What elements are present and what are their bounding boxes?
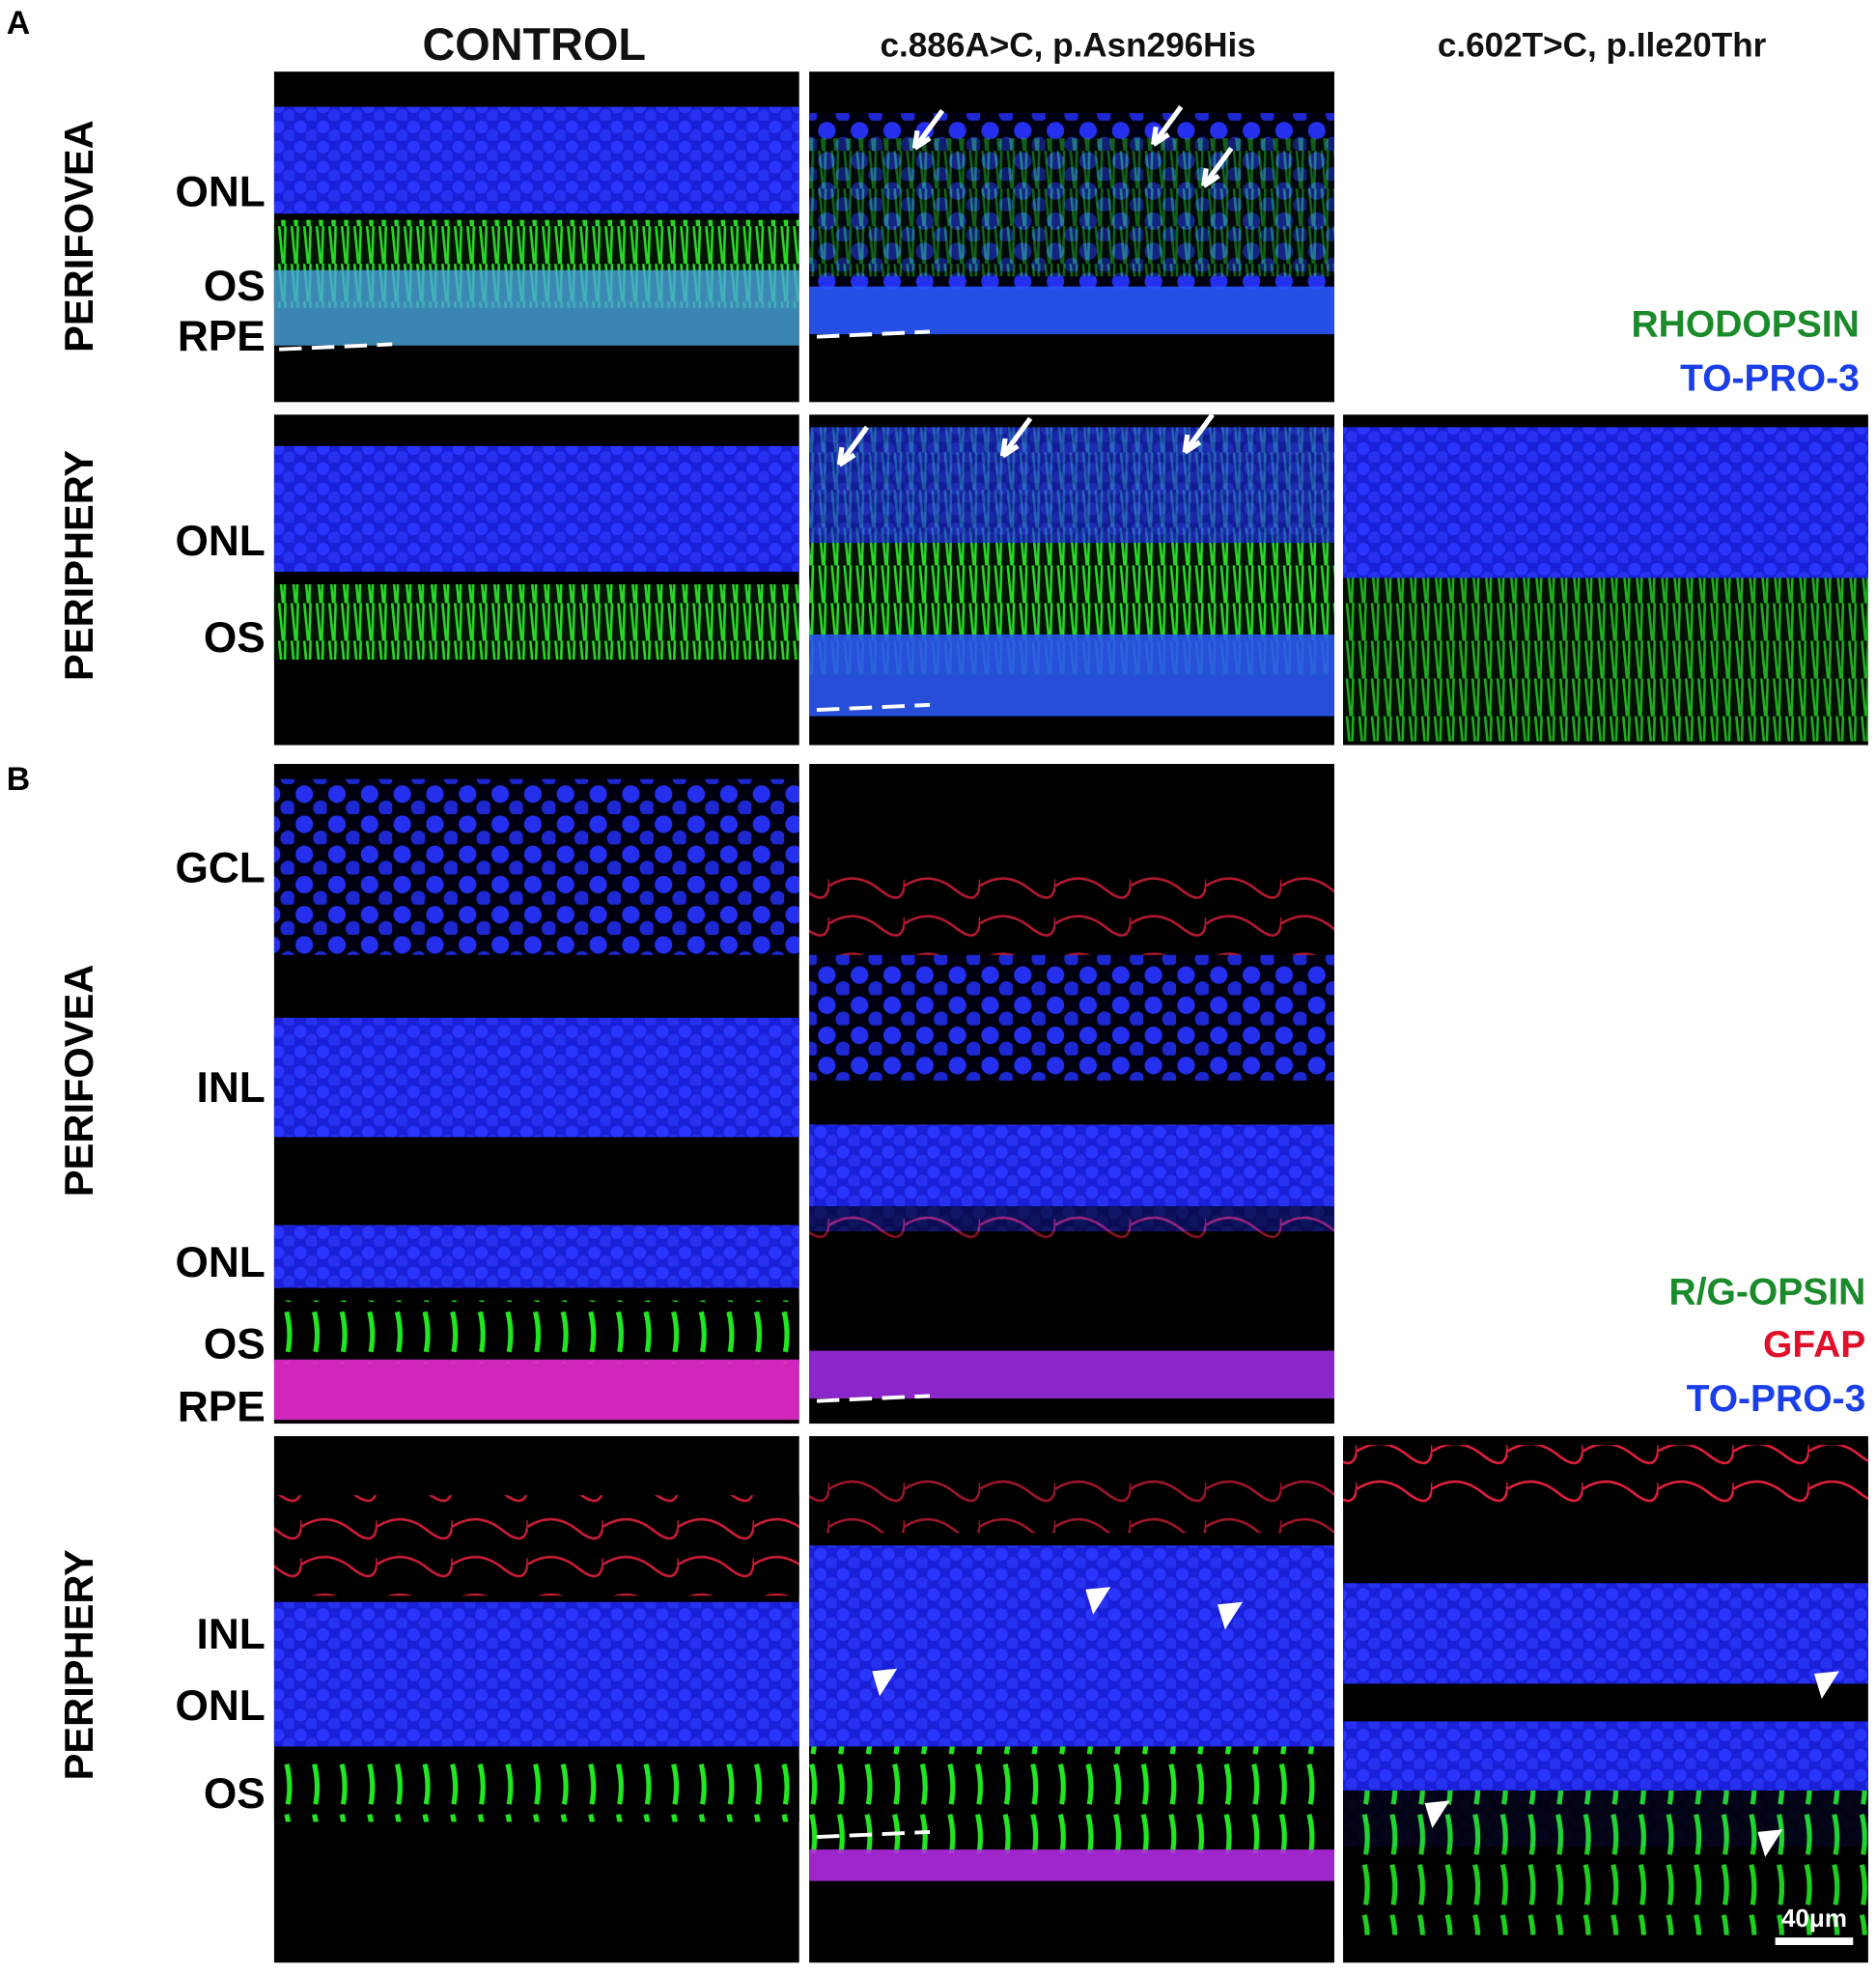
stain-band <box>809 286 1334 335</box>
stain-band <box>273 1225 799 1288</box>
dashed-line <box>279 342 393 352</box>
stain-band <box>273 1759 799 1822</box>
layer-label: OS <box>204 263 266 310</box>
arrowhead <box>1217 1601 1243 1630</box>
panel-letter: A <box>7 5 30 42</box>
stain-band <box>273 445 799 572</box>
dashed-line <box>816 329 931 339</box>
row-label: PERIPHERY <box>56 450 101 681</box>
layer-label: GCL <box>175 844 265 891</box>
arrow <box>836 425 870 467</box>
stain-band <box>1343 1445 1868 1509</box>
arrowhead <box>1424 1800 1450 1828</box>
stain-band <box>809 1470 1334 1534</box>
stain-band <box>809 138 1334 277</box>
legend-entry: GFAP <box>1763 1324 1865 1366</box>
micrograph-background <box>809 764 1334 1425</box>
stain-band <box>273 1017 799 1138</box>
stain-band <box>273 1495 799 1596</box>
stain-band <box>273 778 799 955</box>
micrograph <box>809 1436 1334 1963</box>
dashed-line <box>816 702 931 713</box>
stain-band <box>273 1601 799 1747</box>
arrow <box>1151 105 1184 147</box>
layer-label: OS <box>204 1770 266 1818</box>
row-label: PERIPHERY <box>56 1549 101 1780</box>
micrograph <box>809 414 1334 746</box>
layer-label: RPE <box>178 313 266 360</box>
stain-band <box>809 954 1334 1081</box>
stain-band <box>809 1746 1334 1854</box>
legend-entry: R/G-OPSIN <box>1669 1271 1866 1312</box>
dashed-line <box>816 1829 931 1840</box>
micrograph <box>273 414 799 746</box>
stain-band <box>273 1300 799 1364</box>
layer-label: OS <box>204 614 266 662</box>
stain-band <box>809 635 1334 717</box>
stain-band <box>809 427 1334 547</box>
stain-band <box>809 1205 1334 1245</box>
legend-entry: RHODOPSIN <box>1632 304 1860 346</box>
stain-band <box>273 583 799 661</box>
layer-label: OS <box>204 1320 266 1368</box>
legend-entry: TO-PRO-3 <box>1687 1378 1866 1420</box>
legend-entry: TO-PRO-3 <box>1680 358 1860 400</box>
micrograph <box>809 764 1334 1425</box>
micrograph <box>1343 414 1868 746</box>
stain-band <box>1343 427 1868 578</box>
arrow <box>1201 146 1234 188</box>
arrowhead <box>1085 1587 1111 1615</box>
stain-band <box>1343 1583 1868 1684</box>
panel-letter: B <box>7 761 30 798</box>
scale-bar <box>1775 1937 1854 1945</box>
layer-label: RPE <box>178 1383 266 1430</box>
layer-label: INL <box>197 1064 266 1112</box>
row-label: PERIFOVEA <box>56 965 101 1198</box>
micrograph <box>809 71 1334 403</box>
stain-band <box>809 1350 1334 1399</box>
column-header: CONTROL <box>422 19 646 70</box>
stain-band <box>809 1545 1334 1747</box>
arrow <box>999 416 1033 459</box>
arrowhead <box>1813 1671 1839 1699</box>
dashed-line <box>816 1394 931 1403</box>
arrow <box>911 108 945 151</box>
micrograph <box>273 71 799 403</box>
layer-label: ONL <box>175 1239 265 1286</box>
micrograph <box>273 764 799 1425</box>
arrowhead <box>1757 1829 1783 1857</box>
micrograph <box>1343 1436 1868 1963</box>
scale-bar-label: 40μm <box>1781 1904 1847 1933</box>
layer-label: ONL <box>175 168 265 215</box>
stain-band <box>273 269 799 346</box>
column-header: c.886A>C, p.Asn296His <box>880 27 1255 65</box>
layer-label: ONL <box>175 1682 265 1730</box>
arrow <box>1182 412 1215 455</box>
stain-band <box>809 1849 1334 1881</box>
column-header: c.602T>C, p.Ile20Thr <box>1438 27 1767 65</box>
micrograph <box>273 1436 799 1963</box>
stain-band <box>1343 578 1868 742</box>
row-label: PERIFOVEA <box>56 120 101 353</box>
layer-label: INL <box>197 1611 266 1658</box>
stain-band <box>273 106 799 214</box>
stain-band <box>273 1359 799 1421</box>
arrowhead <box>872 1668 898 1697</box>
layer-label: ONL <box>175 518 265 565</box>
